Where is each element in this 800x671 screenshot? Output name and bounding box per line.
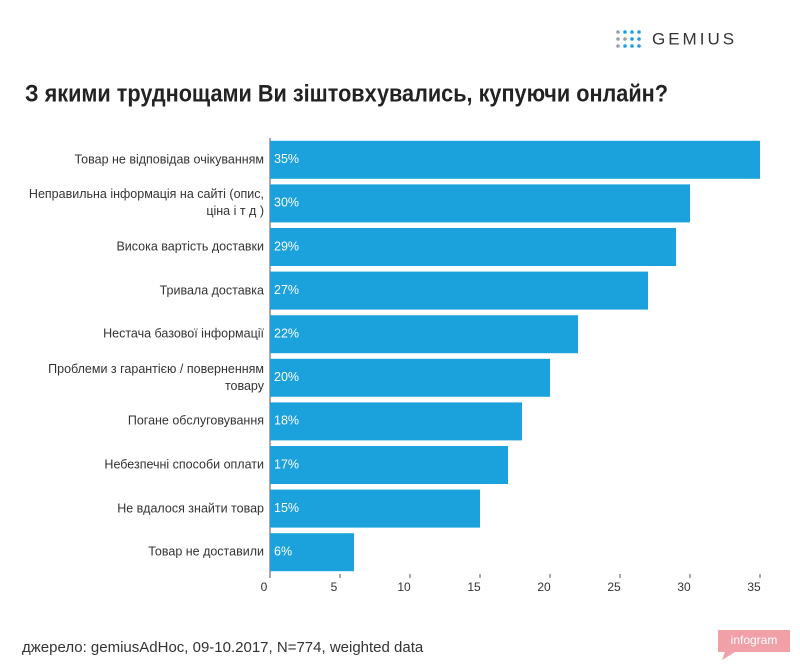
category-label: Небезпечні способи оплати: [104, 457, 264, 472]
bar: [270, 315, 578, 354]
category-label: Тривала доставка: [159, 283, 264, 298]
x-tick-label: 15: [467, 580, 481, 594]
badge-bg: [718, 630, 790, 660]
logo-dots: [616, 30, 641, 48]
value-label: 22%: [274, 326, 299, 340]
x-tick-label: 5: [331, 580, 338, 594]
x-tick-label: 20: [537, 580, 551, 594]
bar: [270, 402, 522, 441]
logo: GEMIUS: [652, 29, 737, 48]
x-tick-label: 30: [677, 580, 691, 594]
category-label: Погане обслуговування: [127, 413, 264, 428]
value-label: 17%: [274, 457, 299, 471]
category-label: Не вдалося знайти товар: [117, 501, 264, 516]
value-label: 18%: [274, 414, 299, 428]
bar: [270, 184, 690, 223]
source: джерело: gemiusAdHoc, 09-10.2017, N=774,…: [22, 639, 424, 656]
value-label: 20%: [274, 370, 299, 384]
value-label: 6%: [274, 544, 292, 558]
value-label: 29%: [274, 239, 299, 253]
bar: [270, 533, 354, 572]
category-label: Товар не відповідав очікуванням: [74, 152, 264, 167]
bar: [270, 489, 480, 528]
value-label: 15%: [274, 501, 299, 515]
bar: [270, 358, 550, 397]
value-label: 27%: [274, 283, 299, 297]
x-tick-label: 0: [261, 580, 268, 594]
value-label: 30%: [274, 196, 299, 210]
badge: infogram: [731, 633, 778, 647]
x-tick-label: 10: [397, 580, 411, 594]
category-label: Проблеми з гарантією / поверненням товар…: [48, 361, 264, 393]
category-label: Неправильна інформація на сайті (опис, ц…: [28, 187, 264, 219]
bar: [270, 446, 508, 484]
bar: [270, 271, 648, 310]
x-tick-label: 25: [607, 580, 621, 594]
category-label: Нестача базової інформації: [103, 326, 264, 341]
x-tick-label: 35: [747, 580, 761, 594]
value-label: 35%: [274, 152, 299, 166]
category-label: Висока вартість доставки: [116, 239, 264, 254]
bar: [270, 228, 676, 266]
chart-title: З якими труднощами Ви зіштовхувались, ку…: [25, 80, 668, 107]
bar: [270, 140, 760, 179]
category-label: Товар не доставили: [148, 544, 264, 559]
